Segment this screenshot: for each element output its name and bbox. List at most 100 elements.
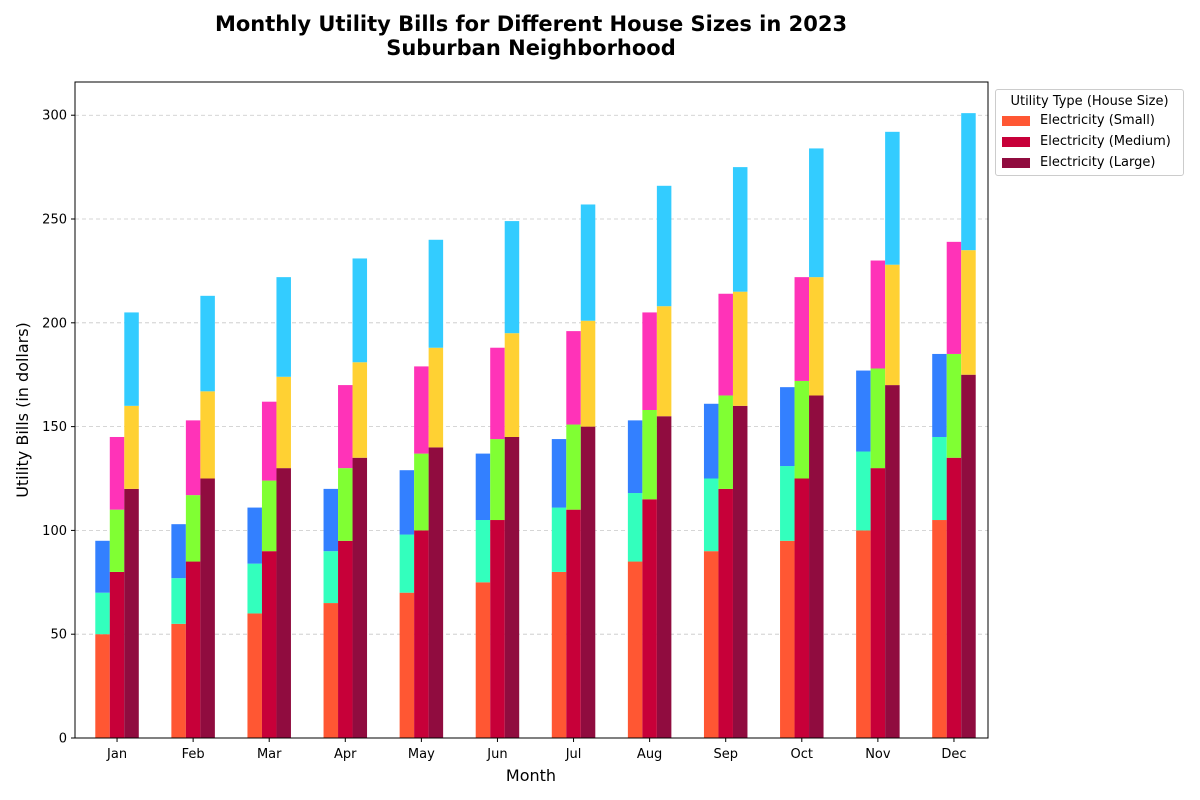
x-tick-label: Nov — [865, 747, 891, 762]
bar-segment-large-2 — [504, 333, 520, 437]
x-tick-label: Mar — [257, 747, 282, 762]
bar-segment-medium-2 — [566, 424, 581, 510]
bar-segment-small-3 — [323, 488, 339, 552]
bar-segment-large-3 — [276, 277, 291, 377]
bar-segment-medium-2 — [870, 368, 886, 469]
bar-segment-small-3 — [780, 387, 795, 467]
bar-segment-large-3 — [352, 258, 368, 363]
y-tick-label: 250 — [42, 213, 67, 228]
bar-segment-small-2 — [399, 534, 415, 593]
legend-label: Electricity (Medium) — [1040, 134, 1171, 149]
y-axis-label: Utility Bills (in dollars) — [13, 322, 32, 498]
bar-segment-small-2 — [171, 578, 186, 624]
y-tick-label: 0 — [59, 732, 67, 747]
bar-segment-large-3 — [732, 167, 748, 292]
legend-title: Utility Type (House Size) — [1010, 94, 1169, 109]
bar-segment-medium-1 — [490, 520, 505, 738]
x-tick-label: Sep — [713, 747, 738, 762]
bar-segment-large-2 — [961, 250, 976, 375]
chart-title: Monthly Utility Bills for Different Hous… — [0, 12, 1062, 60]
bar-segment-medium-3 — [261, 401, 277, 481]
bar-segment-medium-3 — [109, 436, 125, 510]
x-tick-label: Feb — [182, 747, 205, 762]
bar-segment-medium-1 — [261, 551, 277, 738]
y-tick-label: 300 — [42, 109, 67, 124]
plot-frame — [74, 81, 989, 739]
bars — [95, 113, 976, 738]
bar-segment-medium-3 — [185, 420, 201, 496]
bar-segment-large-1 — [809, 395, 824, 738]
bar-segment-small-3 — [932, 353, 947, 437]
bar-segment-large-3 — [200, 295, 215, 392]
bar-segment-large-1 — [428, 447, 444, 738]
legend-item-electricity-medium: Electricity (Medium) — [996, 131, 1183, 152]
bar-segment-small-3 — [703, 403, 719, 479]
bar-segment-small-1 — [171, 623, 186, 738]
bar-segment-large-2 — [885, 264, 900, 386]
bar-segment-large-1 — [885, 385, 900, 738]
bar-segment-large-1 — [961, 374, 976, 738]
bar-segment-large-3 — [656, 185, 672, 307]
bar-segment-medium-3 — [870, 260, 886, 369]
x-tick-label: Oct — [791, 747, 813, 762]
bar-segment-small-1 — [856, 530, 871, 738]
grid-lines — [75, 114, 988, 635]
x-tick-label: Dec — [941, 747, 966, 762]
bar-segment-small-1 — [399, 592, 415, 738]
x-tick-label: Apr — [334, 747, 357, 762]
bar-segment-medium-1 — [870, 468, 886, 738]
bar-segment-medium-1 — [109, 571, 125, 738]
bar-segment-large-3 — [961, 113, 976, 251]
bar-segment-medium-2 — [794, 380, 810, 479]
bar-segment-small-2 — [323, 551, 339, 604]
bar-segment-medium-2 — [338, 468, 353, 541]
bar-segment-large-2 — [580, 320, 596, 427]
bar-segment-large-1 — [656, 416, 672, 738]
bar-segment-small-2 — [475, 520, 491, 583]
bar-segment-large-2 — [200, 391, 215, 479]
bar-segment-medium-1 — [642, 499, 657, 738]
x-tick-label: Jan — [106, 747, 127, 762]
bar-segment-medium-3 — [642, 312, 657, 410]
bar-segment-small-1 — [323, 603, 339, 738]
bar-segment-medium-3 — [566, 331, 581, 425]
bar-segment-small-3 — [475, 453, 491, 521]
bar-segment-large-3 — [885, 131, 900, 265]
bar-segment-medium-1 — [718, 488, 733, 738]
bar-segment-small-3 — [399, 470, 415, 535]
bar-segment-medium-2 — [414, 453, 429, 531]
bar-segment-medium-3 — [414, 366, 429, 454]
bar-segment-medium-1 — [338, 540, 353, 738]
bar-segment-medium-2 — [642, 410, 657, 500]
bar-segment-small-3 — [95, 540, 110, 593]
bar-segment-small-1 — [551, 571, 567, 738]
legend-item-electricity-large: Electricity (Large) — [996, 152, 1183, 173]
bar-segment-large-3 — [504, 221, 520, 334]
bar-segment-small-3 — [247, 507, 262, 564]
bar-segment-small-3 — [551, 439, 567, 508]
bar-segment-medium-3 — [338, 385, 353, 469]
bar-segment-medium-2 — [185, 495, 201, 562]
bar-segment-large-2 — [656, 306, 672, 417]
bar-segment-medium-3 — [490, 347, 505, 440]
bar-segment-small-2 — [247, 563, 262, 614]
bar-segment-small-1 — [95, 634, 110, 738]
x-tick-label: May — [408, 747, 435, 762]
x-axis-ticks: Jan Feb Mar Apr May Jun Jul Aug Sep Oct Nov Dec — [106, 738, 967, 762]
bar-segment-small-1 — [475, 582, 491, 738]
chart-title-line-1: Monthly Utility Bills for Different Hous… — [214, 12, 848, 36]
y-axis-ticks: 0 50 100 150 200 250 300 — [42, 109, 75, 747]
bar-segment-large-1 — [580, 426, 596, 738]
bar-segment-small-1 — [247, 613, 262, 738]
legend: Utility Type (House Size) Electricity (S… — [995, 89, 1184, 176]
bar-segment-small-2 — [703, 478, 719, 552]
bar-segment-large-3 — [428, 239, 444, 348]
bar-segment-small-2 — [95, 592, 110, 635]
legend-item-electricity-small: Electricity (Small) — [996, 110, 1183, 131]
bar-segment-medium-1 — [566, 509, 581, 738]
x-tick-label: Aug — [637, 747, 662, 762]
bar-segment-small-2 — [780, 466, 795, 541]
bar-segment-medium-3 — [718, 293, 733, 396]
bar-segment-medium-3 — [946, 241, 962, 354]
